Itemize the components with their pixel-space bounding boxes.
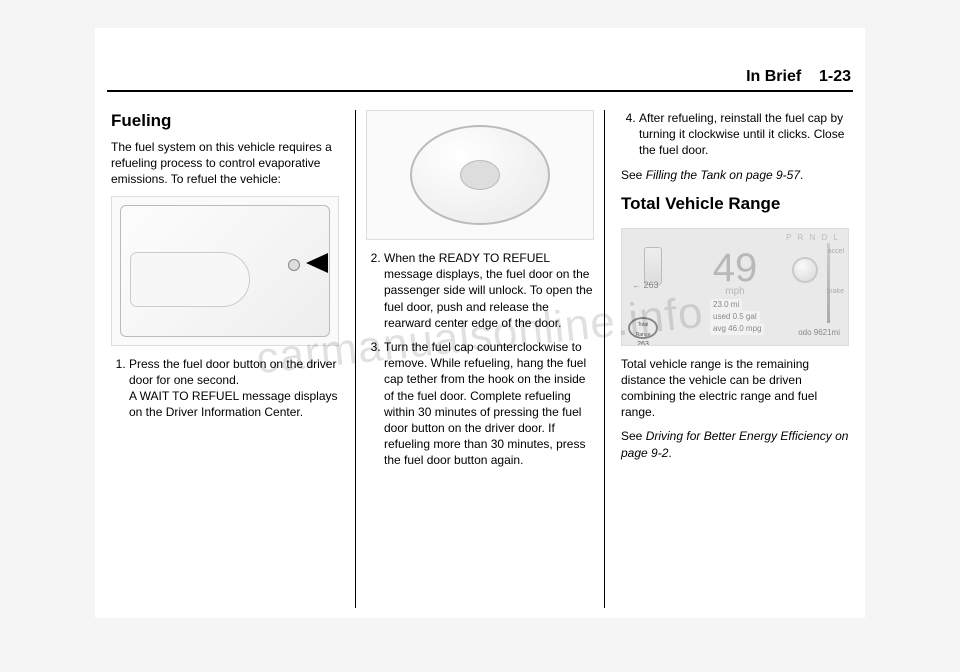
brake-label: brake [826, 287, 844, 296]
door-armrest-shape [130, 252, 250, 307]
steps-list-col2: When the READY TO REFUEL message display… [366, 250, 594, 468]
left-range-value: ← 263 [632, 279, 659, 291]
manual-page: In Brief 1-23 Fueling The fuel system on… [95, 28, 865, 618]
see1-link: Filling the Tank on page 9-57 [646, 168, 800, 182]
speed-unit: mph [725, 285, 744, 299]
step-1: Press the fuel door button on the driver… [129, 356, 339, 421]
see1-post: . [800, 168, 803, 182]
step-4: After refueling, reinstall the fuel cap … [639, 110, 849, 159]
step-2: When the READY TO REFUEL message display… [384, 250, 594, 331]
column-1: Fueling The fuel system on this vehicle … [107, 110, 343, 608]
figure-driver-door [111, 196, 339, 346]
figure-fuel-cap [366, 110, 594, 240]
left-range-text: 263 [644, 280, 659, 290]
page-number: 1-23 [819, 68, 851, 85]
intro-paragraph: The fuel system on this vehicle requires… [111, 139, 339, 188]
see2-pre: See [621, 429, 646, 443]
section-name: In Brief [746, 68, 801, 85]
total-range-badge: Total Range263 [628, 317, 658, 339]
see1-pre: See [621, 168, 646, 182]
total-range-paragraph: Total vehicle range is the remaining dis… [621, 356, 849, 421]
page-header: In Brief 1-23 [746, 68, 851, 86]
header-rule [107, 90, 853, 92]
odometer-value: odo 9621mi [798, 328, 840, 339]
trip-row-2: used 0.5 gal [710, 311, 760, 324]
fuel-cap-shape [460, 160, 500, 190]
heading-total-range: Total Vehicle Range [621, 193, 849, 216]
fuel-door-button-shape [288, 259, 300, 271]
steps-list-col1: Press the fuel door button on the driver… [111, 356, 339, 421]
pointer-arrow-icon [306, 253, 328, 273]
total-range-text: Total Range [636, 322, 651, 338]
see2-link: Driving for Better Energy Efficiency on … [621, 429, 848, 459]
gear-indicator: P R N D L [786, 233, 840, 244]
step-1-line-b: A WAIT TO REFUEL message displays on the… [129, 389, 338, 419]
column-2: When the READY TO REFUEL message display… [355, 110, 605, 608]
column-3: After refueling, reinstall the fuel cap … [617, 110, 853, 608]
step-3: Turn the fuel cap counterclockwise to re… [384, 339, 594, 469]
content-columns: Fueling The fuel system on this vehicle … [107, 110, 853, 608]
see2-post: . [668, 446, 671, 460]
see-reference-1: See Filling the Tank on page 9-57. [621, 167, 849, 183]
accel-label: accel [828, 247, 844, 256]
trip-row-1: 23.0 mi [710, 299, 742, 312]
step-1-line-a: Press the fuel door button on the driver… [129, 357, 336, 387]
efficiency-ball-icon [792, 257, 818, 283]
trip-row-3: avg 46.0 mpg [710, 323, 764, 336]
figure-instrument-cluster: P R N D L 49 mph ← 263 23.0 mi used 0.5 … [621, 228, 849, 346]
heading-fueling: Fueling [111, 110, 339, 133]
steps-list-col3: After refueling, reinstall the fuel cap … [621, 110, 849, 159]
see-reference-2: See Driving for Better Energy Efficiency… [621, 428, 849, 460]
